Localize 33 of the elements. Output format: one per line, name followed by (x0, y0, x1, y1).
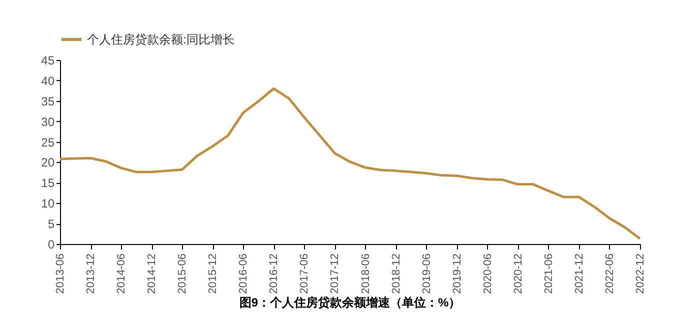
x-tick-label: 2015-06 (176, 254, 189, 294)
y-tick-label: 25 (41, 135, 55, 150)
y-tick-label: 5 (48, 217, 55, 232)
x-tick-label: 2014-12 (146, 254, 158, 294)
x-tick-label: 2021-12 (573, 254, 586, 294)
x-tick-label: 2019-12 (451, 254, 464, 294)
y-tick-label: 35 (41, 94, 55, 108)
legend-label: 个人住房贷款余额:同比增长 (87, 32, 234, 46)
x-tick-label: 2013-12 (85, 254, 98, 294)
y-tick-label: 30 (41, 114, 55, 129)
x-tick-label: 2018-06 (360, 254, 372, 294)
x-tick-label: 2020-06 (482, 254, 494, 294)
x-tick-label: 2017-06 (298, 254, 311, 294)
caption: 图9：个人住房贷款余额增速（单位：%） (239, 295, 461, 310)
y-tick-label: 10 (41, 196, 55, 211)
x-tick-label: 2014-06 (116, 254, 128, 294)
x-tick-label: 2022-12 (634, 254, 646, 294)
x-tick-label: 2013-06 (54, 254, 66, 294)
y-tick-label: 15 (41, 176, 55, 190)
x-tick-label: 2021-06 (542, 254, 555, 294)
y-tick-label: 0 (48, 238, 55, 252)
x-tick-label: 2020-12 (512, 254, 524, 294)
y-tick-label: 40 (41, 74, 55, 88)
x-tick-label: 2015-12 (207, 254, 220, 294)
line-series (58, 87, 642, 240)
x-tick-label: 2022-06 (604, 254, 616, 294)
y-tick-label: 45 (41, 54, 55, 68)
x-tick-label: 2016-12 (268, 254, 280, 294)
y-tick-label: 20 (41, 156, 55, 170)
x-tick-label: 2016-06 (238, 254, 250, 294)
x-tick-label: 2018-12 (390, 254, 402, 294)
x-tick-label: 2019-06 (420, 254, 433, 294)
x-tick-label: 2017-12 (329, 254, 342, 294)
